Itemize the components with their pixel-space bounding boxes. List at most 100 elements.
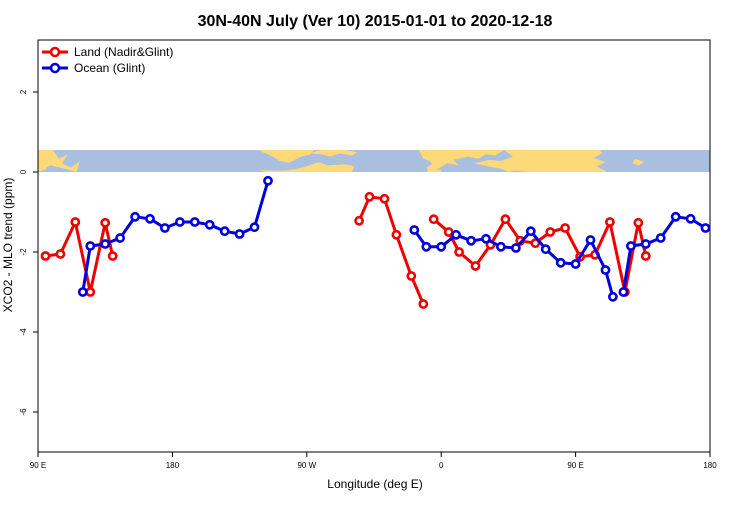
data-point-ocean (481, 233, 491, 244)
series-land (40, 191, 651, 309)
y-tick-label: -2 (19, 248, 28, 256)
plot-frame (37, 39, 711, 453)
data-point-land (391, 229, 402, 240)
legend-label-land: Land (Nadir&Glint) (74, 45, 173, 59)
data-point-ocean (421, 241, 432, 252)
data-point-ocean (263, 175, 273, 186)
data-point-ocean (555, 257, 566, 268)
data-point-land (379, 193, 390, 204)
map-land-shape (426, 169, 442, 172)
data-point-ocean (451, 229, 461, 240)
data-point-ocean (159, 223, 170, 233)
data-point-ocean (585, 235, 596, 245)
y-tick-label: 0 (19, 169, 28, 174)
data-point-ocean (249, 222, 260, 233)
data-point-land (364, 191, 375, 202)
map-land-shape (474, 150, 606, 172)
legend-marker-ocean (49, 62, 61, 74)
data-point-land (428, 214, 439, 225)
data-point-ocean (174, 217, 185, 227)
data-point-ocean (145, 213, 155, 224)
map-land-shape (38, 150, 80, 172)
legend: Land (Nadir&Glint) Ocean (Glint) (42, 45, 173, 75)
x-tick-label: 90 W (297, 461, 316, 470)
legend-item-land: Land (Nadir&Glint) (42, 45, 173, 59)
x-tick-label: 180 (703, 461, 717, 470)
x-tick-label: 0 (439, 461, 444, 470)
data-point-land (107, 251, 118, 261)
data-point-land (55, 249, 66, 259)
data-point-land (500, 214, 511, 225)
data-point-ocean (685, 213, 696, 224)
data-point-land (454, 247, 464, 257)
data-point-ocean (600, 265, 611, 275)
series-line-ocean (621, 215, 707, 293)
map-land-shape (259, 150, 315, 163)
data-point-ocean (655, 233, 666, 243)
legend-label-ocean: Ocean (Glint) (74, 61, 145, 75)
data-point-land (40, 251, 51, 261)
data-point-land (418, 299, 429, 309)
data-point-ocean (495, 241, 506, 252)
map-land-shape (259, 162, 355, 172)
data-point-ocean (100, 239, 111, 249)
data-point-ocean (219, 226, 230, 237)
data-point-ocean (115, 233, 125, 243)
data-point-ocean (626, 241, 636, 251)
map-land-shape (309, 150, 358, 157)
legend-marker-land (49, 46, 61, 58)
data-point-ocean (540, 244, 551, 255)
map-land-shape (38, 161, 47, 170)
data-point-ocean (85, 241, 96, 251)
y-tick-label: 2 (19, 89, 28, 94)
data-point-ocean (409, 225, 420, 235)
data-point-land (560, 223, 570, 233)
data-point-ocean (466, 235, 476, 246)
x-axis-label: Longitude (deg E) (327, 477, 422, 491)
data-point-land (605, 217, 615, 227)
data-point-ocean (130, 211, 140, 222)
x-tick-label: 90 E (567, 461, 583, 470)
y-tick-label: -6 (19, 408, 28, 416)
data-point-ocean (570, 259, 581, 269)
data-point-ocean (670, 211, 681, 222)
axes: 90 E 180 90 W 0 90 E 180 2 0 -2 -4 -6 (19, 39, 717, 470)
legend-item-ocean: Ocean (Glint) (42, 61, 145, 75)
data-point-ocean (436, 241, 447, 252)
data-point-ocean (189, 217, 200, 227)
data-point-land (640, 251, 651, 261)
data-point-ocean (700, 223, 711, 233)
y-tick-label: -4 (19, 328, 28, 336)
data-point-ocean (640, 239, 651, 249)
data-point-land (70, 217, 81, 227)
series-line-land (357, 195, 425, 305)
map-land-shape (632, 158, 645, 166)
map-ocean (38, 150, 710, 172)
map-land-shape (418, 150, 504, 172)
x-tick-label: 180 (166, 461, 180, 470)
series-line-ocean (413, 229, 615, 298)
map-land-shape (500, 167, 519, 172)
series-layer (40, 175, 711, 309)
data-point-ocean (204, 219, 215, 230)
data-point-land (354, 215, 364, 226)
data-point-land (85, 287, 96, 297)
data-point-ocean (618, 287, 629, 297)
data-point-ocean (608, 291, 618, 302)
x-tick-label: 90 E (30, 461, 46, 470)
series-line-land (432, 217, 648, 294)
world-map-band (38, 150, 710, 172)
data-point-ocean (511, 243, 521, 253)
data-point-land (100, 217, 111, 228)
data-point-land (470, 261, 481, 271)
y-axis-label: XCO2 - MLO trend (ppm) (1, 178, 15, 313)
series-ocean (77, 175, 711, 302)
data-point-land (406, 271, 417, 281)
data-point-ocean (525, 226, 536, 237)
data-point-ocean (234, 229, 245, 239)
data-point-land (633, 217, 644, 228)
series-line-land (45, 220, 115, 294)
data-point-land (545, 227, 556, 237)
